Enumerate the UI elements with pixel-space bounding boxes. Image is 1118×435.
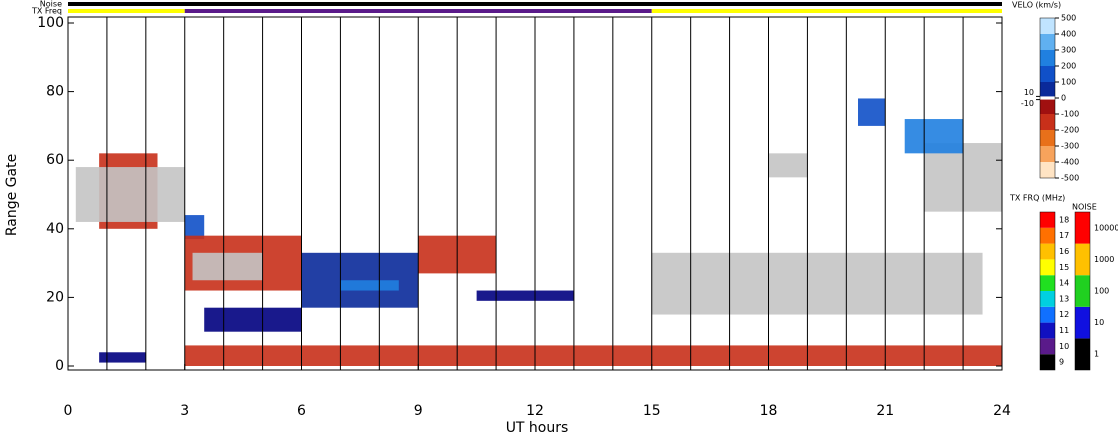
velocity-region [204,307,302,332]
noise-level-label: 100 [1094,287,1109,296]
noise-level-label: 10000 [1094,223,1118,232]
velocity-region [184,215,205,240]
txfreq-color-band [1040,306,1055,323]
velocity-tick-label: -400 [1061,158,1079,167]
y-tick-label: 20 [46,289,64,305]
velocity-color-band [1040,18,1055,34]
ground-scatter [75,167,185,222]
velocity-color-band [1040,34,1055,50]
txfreq-segment [68,9,185,13]
txfreq-color-band [1040,354,1055,370]
velocity-color-band [1040,99,1055,114]
velocity-zero-gap [1040,96,1055,100]
velocity-color-band [1040,66,1055,82]
velocity-tick-label: 500 [1061,14,1076,23]
velocity-region [340,280,399,291]
noise-color-band [1075,212,1090,244]
velocity-color-band [1040,162,1055,178]
velocity-color-band [1040,50,1055,66]
velocity-tick-label: 200 [1061,62,1076,71]
txfreq-color-band [1040,227,1055,244]
txfreq-level-label: 17 [1059,231,1069,240]
velocity-inner-tick-label: -10 [1021,99,1034,108]
txfreq-segment [184,9,652,13]
noise-bar [68,2,1002,6]
velocity-region [184,345,1002,366]
txfreq-color-band [1040,275,1055,291]
velocity-tick-label: 100 [1061,78,1076,87]
txfreq-segment [651,9,1002,13]
txfreq-level-label: 18 [1059,215,1069,224]
velocity-region [904,119,964,154]
x-axis-label: UT hours [506,420,569,435]
noise-color-band [1075,243,1090,276]
velocity-scale-title: VELO (km/s) [1012,1,1061,10]
velocity-tick-label: 300 [1061,46,1076,55]
velocity-color-band [1040,82,1055,97]
txfreq-label: TX Freq [31,7,62,16]
y-tick-label: 40 [46,221,64,237]
txfreq-level-label: 9 [1059,358,1064,367]
noise-level-label: 10 [1094,318,1104,327]
velocity-tick-label: 0 [1061,94,1066,103]
y-tick-label: 80 [46,84,64,100]
velocity-tick-label: -100 [1061,110,1079,119]
velocity-color-band [1040,130,1055,146]
velocity-color-band [1040,146,1055,162]
velocity-tick-label: -300 [1061,142,1079,151]
velocity-tick-label: -200 [1061,126,1079,135]
txfreq-level-label: 11 [1059,326,1069,335]
noise-level-label: 1000 [1094,255,1114,264]
velocity-region [99,352,146,363]
x-tick-label: 21 [876,403,894,419]
txfreq-level-label: 12 [1059,310,1069,319]
x-tick-label: 3 [180,403,189,419]
txfreq-level-label: 14 [1059,279,1069,288]
txfreq-color-band [1040,322,1055,339]
x-tick-label: 18 [760,403,778,419]
txfreq-color-band [1040,212,1055,228]
txfreq-color-band [1040,291,1055,307]
ground-scatter [768,153,808,178]
txfreq-scale-title: TX FRQ (MHz) [1009,194,1065,203]
y-tick-label: 100 [37,15,64,31]
y-tick-label: 0 [55,358,64,374]
noise-color-band [1075,306,1090,339]
txfreq-level-label: 13 [1059,294,1069,303]
x-tick-label: 0 [64,403,73,419]
noise-scale-title: NOISE [1072,203,1097,212]
velocity-tick-label: 400 [1061,30,1076,39]
txfreq-level-label: 16 [1059,247,1069,256]
x-tick-label: 9 [414,403,423,419]
velocity-region [858,98,886,126]
ground-scatter [192,252,263,281]
x-tick-label: 24 [993,403,1011,419]
txfreq-color-band [1040,259,1055,276]
noise-level-label: 1 [1094,350,1099,359]
velocity-inner-tick-label: 10 [1024,88,1034,97]
velocity-color-band [1040,114,1055,130]
txfreq-colorbar-frame [1039,211,1056,371]
txfreq-level-label: 10 [1059,342,1069,351]
ground-scatter [651,252,983,315]
txfreq-color-band [1040,243,1055,260]
txfreq-level-label: 15 [1059,263,1069,272]
noise-color-band [1075,275,1090,307]
noise-colorbar-frame [1074,211,1091,371]
velocity-tick-label: -500 [1061,174,1079,183]
noise-label: Noise [40,0,62,9]
velocity-region [476,290,574,301]
y-tick-label: 60 [46,152,64,168]
y-axis-label: Range Gate [4,154,20,236]
noise-color-band [1075,338,1090,370]
x-tick-label: 15 [643,403,661,419]
x-tick-label: 12 [526,403,544,419]
txfreq-color-band [1040,338,1055,355]
x-tick-label: 6 [297,403,306,419]
